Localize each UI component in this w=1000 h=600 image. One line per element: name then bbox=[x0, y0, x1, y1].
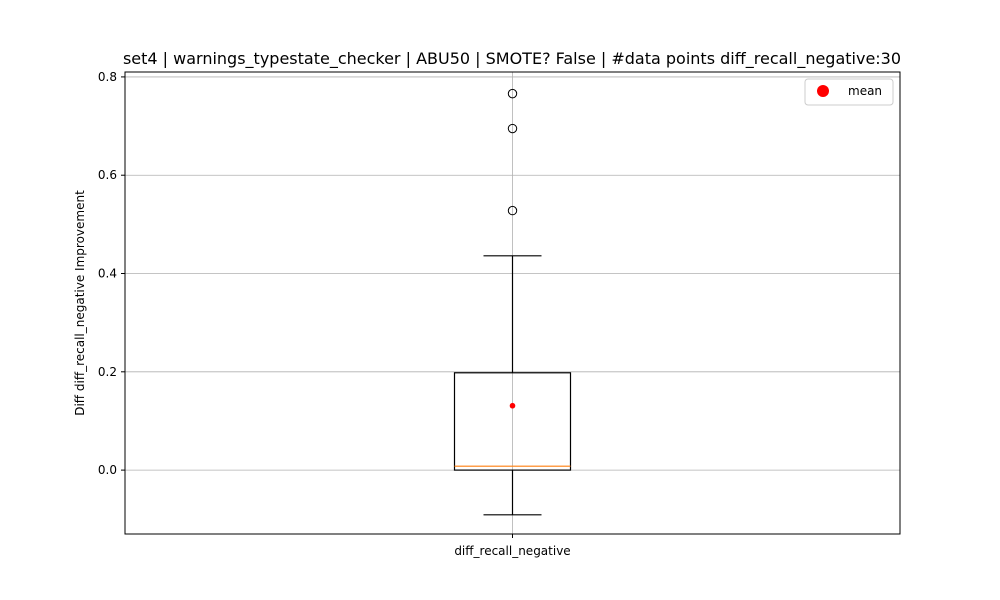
legend-frame bbox=[804, 78, 894, 106]
legend: mean bbox=[804, 78, 894, 106]
y-axis: 0.0 0.2 0.4 0.6 0.8 bbox=[98, 70, 125, 477]
x-axis: diff_recall_negative bbox=[454, 534, 571, 558]
legend-mean-label: mean bbox=[848, 84, 882, 98]
outlier-point bbox=[507, 205, 518, 216]
y-tick-label: 0.0 bbox=[98, 463, 117, 477]
x-tick-label: diff_recall_negative bbox=[454, 544, 570, 558]
iqr-box bbox=[453, 372, 572, 471]
y-tick-label: 0.4 bbox=[98, 267, 117, 281]
outlier-point bbox=[507, 88, 518, 99]
y-tick-label: 0.6 bbox=[98, 168, 117, 182]
chart-title: set4 | warnings_typestate_checker | ABU5… bbox=[123, 49, 901, 69]
mean-point bbox=[509, 402, 516, 409]
box-plot-series bbox=[453, 88, 572, 516]
y-tick-label: 0.8 bbox=[98, 70, 117, 84]
y-axis-label: Diff diff_recall_negative Improvement bbox=[73, 190, 87, 416]
y-tick-label: 0.2 bbox=[98, 365, 117, 379]
legend-mean-marker bbox=[817, 85, 829, 97]
outlier-point bbox=[507, 123, 518, 134]
